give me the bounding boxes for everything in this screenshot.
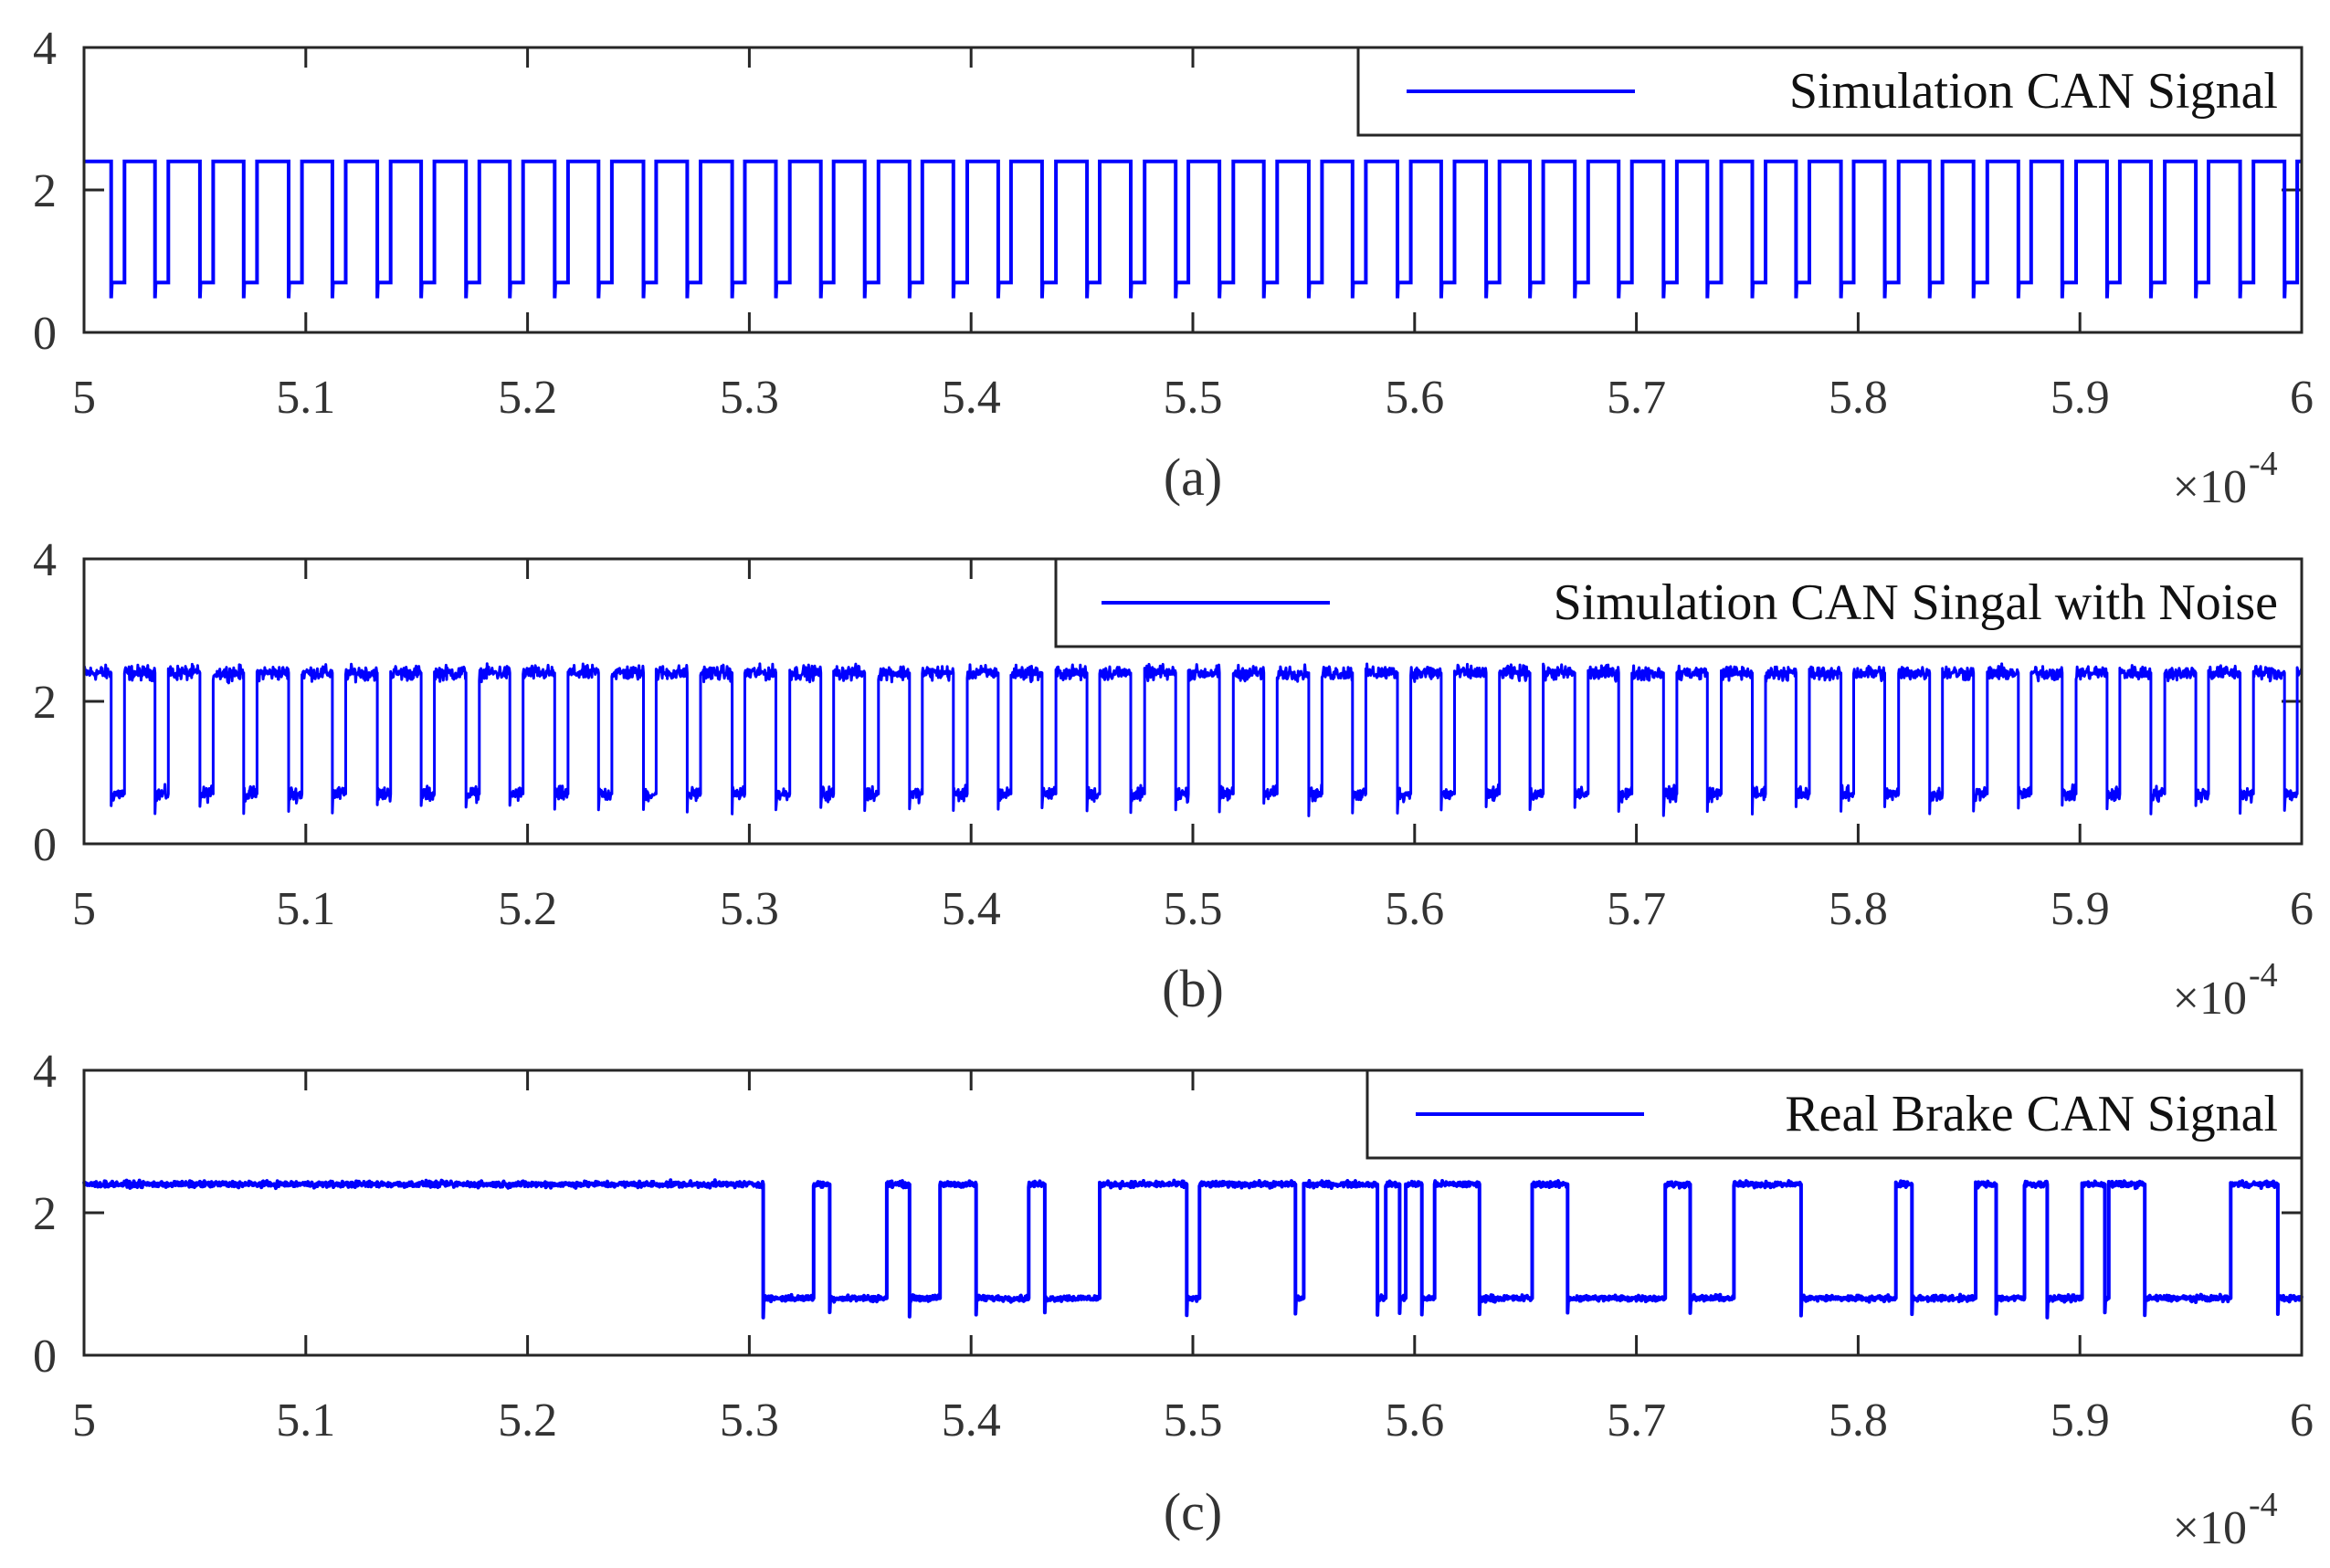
y-tick-label: 4 xyxy=(33,534,57,586)
x-tick-label: 5.5 xyxy=(1164,1394,1223,1447)
x-multiplier-base-c: ×10 xyxy=(2173,1502,2247,1554)
x-tick-label: 5.7 xyxy=(1607,372,1666,424)
x-tick-label: 5.3 xyxy=(720,883,779,935)
x-tick-label: 5.4 xyxy=(942,1394,1001,1447)
x-multiplier-base-a: ×10 xyxy=(2173,461,2247,513)
y-tick-label: 2 xyxy=(33,165,57,217)
plot-frame-a xyxy=(82,46,2304,334)
x-tick-label: 5.1 xyxy=(276,883,335,935)
y-ticks-c: 0 2 4 xyxy=(33,1046,2302,1383)
x-multiplier-a: ×10 xyxy=(2173,461,2247,513)
x-tick-label: 5 xyxy=(72,1394,96,1447)
y-tick-label: 4 xyxy=(33,1046,57,1098)
x-tick-label: 5.1 xyxy=(276,372,335,424)
x-tick-label: 5.5 xyxy=(1164,372,1223,424)
legend-a: Simulation CAN Signal xyxy=(1356,46,2304,137)
x-tick-label: 5.7 xyxy=(1607,1394,1666,1447)
plot-frame-c xyxy=(82,1068,2304,1357)
x-tick-label: 5.5 xyxy=(1164,883,1223,935)
x-tick-label: 5.7 xyxy=(1607,883,1666,935)
x-tick-label: 5.9 xyxy=(2051,1394,2110,1447)
x-tick-label: 6 xyxy=(2290,372,2314,424)
x-tick-label: 5.3 xyxy=(720,372,779,424)
x-tick-label: 5.8 xyxy=(1829,1394,1888,1447)
caption-a: (a) xyxy=(1164,447,1222,507)
x-tick-label: 5.2 xyxy=(498,883,557,935)
x-tick-label: 5.6 xyxy=(1385,1394,1444,1447)
x-ticks-a: 5 5.1 5.2 5.3 5.4 5.5 5.6 5.7 5.8 5.9 6 xyxy=(72,47,2314,424)
x-tick-label: 5 xyxy=(72,372,96,424)
x-tick-label: 5.6 xyxy=(1385,372,1444,424)
signal-line-c xyxy=(82,1178,2304,1320)
y-tick-label: 4 xyxy=(33,23,57,75)
signal-line-a xyxy=(84,159,2302,299)
legend-b: Simulation CAN Singal with Noise xyxy=(1054,557,2304,648)
legend-label-b: Simulation CAN Singal with Noise xyxy=(1554,574,2278,631)
legend-label-c: Real Brake CAN Signal xyxy=(1785,1086,2278,1142)
x-multiplier-c: ×10 xyxy=(2173,1502,2247,1554)
x-tick-label: 5.9 xyxy=(2051,372,2110,424)
x-tick-label: 5.8 xyxy=(1829,372,1888,424)
x-tick-label: 5.3 xyxy=(720,1394,779,1447)
x-multiplier-exp-c: -4 xyxy=(2249,1486,2278,1524)
panel-b: 0 2 4 5 5.1 5.2 5.3 5.4 5.5 5.6 5.7 5.8 5.9 6 Simula… xyxy=(33,534,2314,1025)
x-tick-label: 5.2 xyxy=(498,372,557,424)
x-tick-label: 5.1 xyxy=(276,1394,335,1447)
y-tick-label: 0 xyxy=(33,308,57,360)
x-tick-label: 5.8 xyxy=(1829,883,1888,935)
x-multiplier-exp-b: -4 xyxy=(2249,956,2278,994)
y-tick-label: 2 xyxy=(33,677,57,729)
x-tick-label: 5.4 xyxy=(942,372,1001,424)
signal-line-b xyxy=(82,662,2304,817)
legend-c: Real Brake CAN Signal xyxy=(1365,1068,2304,1160)
x-multiplier-base-b: ×10 xyxy=(2173,973,2247,1025)
x-tick-label: 5.9 xyxy=(2051,883,2110,935)
legend-label-a: Simulation CAN Signal xyxy=(1789,63,2278,120)
caption-b: (b) xyxy=(1162,959,1224,1018)
x-tick-label: 5.6 xyxy=(1385,883,1444,935)
y-tick-label: 0 xyxy=(33,819,57,871)
y-tick-label: 2 xyxy=(33,1188,57,1240)
x-multiplier-b: ×10 xyxy=(2173,973,2247,1025)
x-tick-label: 5.2 xyxy=(498,1394,557,1447)
panel-a: 0 2 4 5 5.1 5.2 5.3 5.4 5.5 5.6 5.7 5.8 5.9 6 Simula… xyxy=(33,23,2314,513)
x-ticks-b: 5 5.1 5.2 5.3 5.4 5.5 5.6 5.7 5.8 5.9 6 xyxy=(72,559,2314,935)
caption-c: (c) xyxy=(1164,1482,1222,1542)
y-tick-label: 0 xyxy=(33,1331,57,1383)
x-tick-label: 5.4 xyxy=(942,883,1001,935)
x-tick-label: 6 xyxy=(2290,883,2314,935)
x-tick-label: 6 xyxy=(2290,1394,2314,1447)
panel-c: 0 2 4 5 5.1 5.2 5.3 5.4 5.5 5.6 5.7 5.8 5.9 6 Real B… xyxy=(33,1046,2314,1554)
x-multiplier-exp-a: -4 xyxy=(2249,445,2278,483)
x-tick-label: 5 xyxy=(72,883,96,935)
